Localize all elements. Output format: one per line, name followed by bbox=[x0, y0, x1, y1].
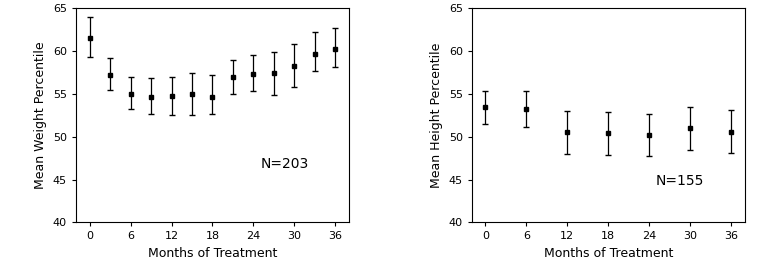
Y-axis label: Mean Height Percentile: Mean Height Percentile bbox=[430, 43, 443, 188]
X-axis label: Months of Treatment: Months of Treatment bbox=[147, 247, 277, 260]
Y-axis label: Mean Weight Percentile: Mean Weight Percentile bbox=[34, 41, 47, 189]
Text: N=155: N=155 bbox=[656, 174, 705, 188]
X-axis label: Months of Treatment: Months of Treatment bbox=[543, 247, 673, 260]
Text: N=203: N=203 bbox=[260, 157, 309, 171]
